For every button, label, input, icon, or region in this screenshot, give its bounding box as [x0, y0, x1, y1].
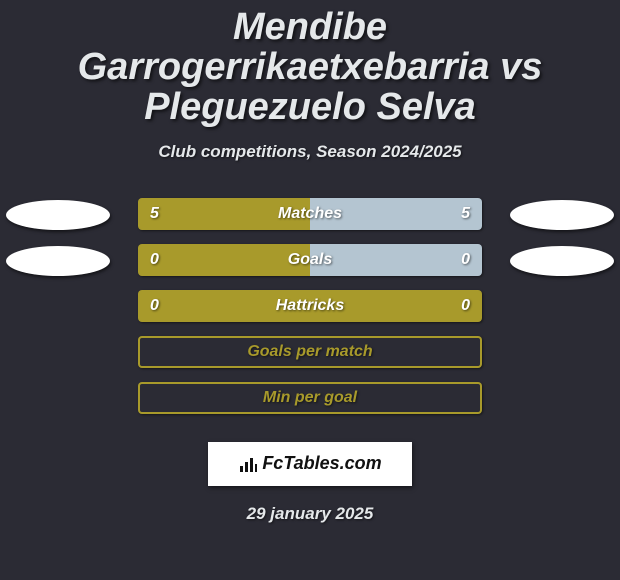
stat-row: Goals per match — [0, 336, 620, 382]
stat-label: Goals — [138, 244, 482, 276]
logo-text: FcTables.com — [262, 453, 381, 474]
stat-bar: 5Matches5 — [138, 198, 482, 230]
stat-row: 0Hattricks0 — [0, 290, 620, 336]
player-badge-right — [510, 246, 614, 276]
stat-label: Goals per match — [138, 336, 482, 368]
stat-bar: Min per goal — [138, 382, 482, 414]
stat-row: Min per goal — [0, 382, 620, 428]
stat-value-right: 0 — [461, 244, 470, 276]
stat-row: 0Goals0 — [0, 244, 620, 290]
stat-label: Hattricks — [138, 290, 482, 322]
stat-bar: Goals per match — [138, 336, 482, 368]
player-badge-left — [6, 200, 110, 230]
player-badge-right — [510, 200, 614, 230]
footer-date: 29 january 2025 — [0, 504, 620, 524]
stat-bar: 0Goals0 — [138, 244, 482, 276]
stat-label: Matches — [138, 198, 482, 230]
subtitle: Club competitions, Season 2024/2025 — [0, 142, 620, 162]
stat-row: 5Matches5 — [0, 198, 620, 244]
page-title: Mendibe Garrogerrikaetxebarria vs Plegue… — [0, 0, 620, 128]
stat-bar: 0Hattricks0 — [138, 290, 482, 322]
stat-value-right: 0 — [461, 290, 470, 322]
stat-value-right: 5 — [461, 198, 470, 230]
logo-box: FcTables.com — [208, 442, 412, 486]
stat-rows: 5Matches50Goals00Hattricks0Goals per mat… — [0, 198, 620, 428]
player-badge-left — [6, 246, 110, 276]
stat-label: Min per goal — [138, 382, 482, 414]
bar-chart-icon — [238, 454, 258, 474]
